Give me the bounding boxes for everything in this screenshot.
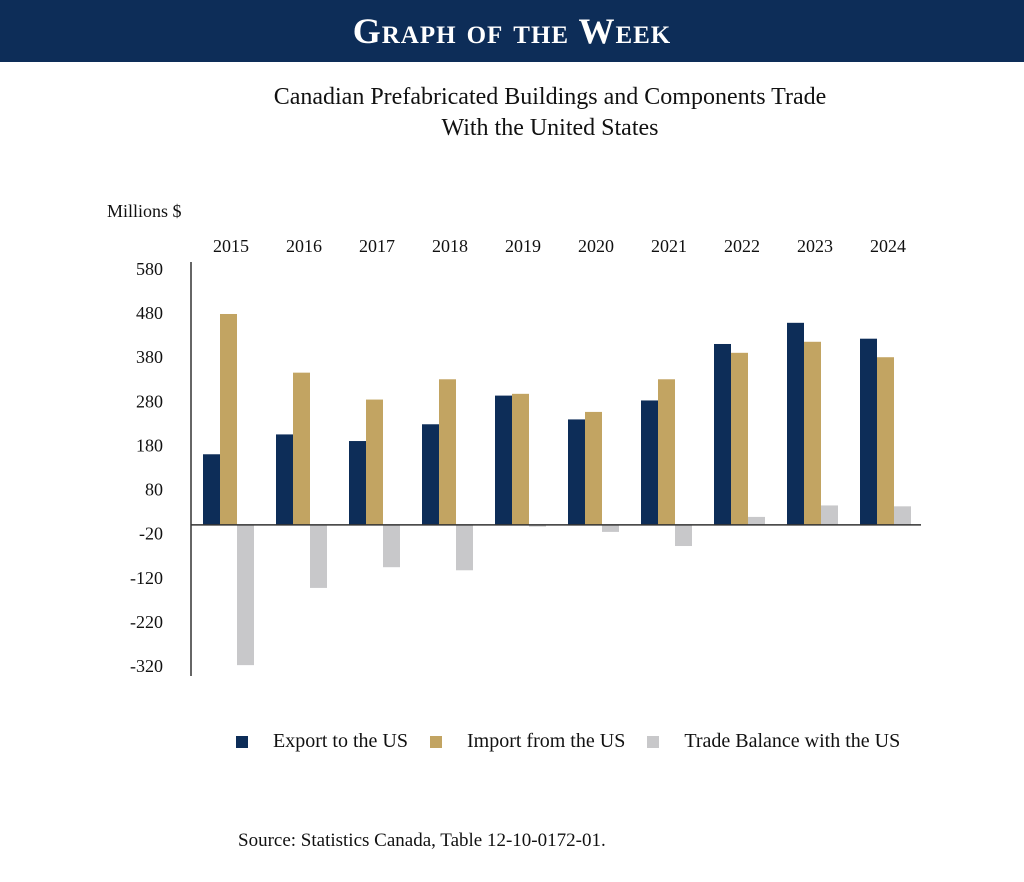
chart-title-line-1: Canadian Prefabricated Buildings and Com…	[273, 84, 827, 110]
bar-export-to-the-us-2015	[203, 454, 220, 525]
y-tick-label: 280	[136, 391, 163, 411]
bar-trade-balance-with-the-us-2015	[237, 524, 254, 666]
bar-export-to-the-us-2017	[349, 441, 366, 525]
bar-export-to-the-us-2023	[787, 322, 804, 525]
source-note: Source: Statistics Canada, Table 12-10-0…	[238, 830, 606, 851]
bar-import-from-the-us-2023	[804, 341, 821, 525]
x-tick-label: 2017	[359, 236, 395, 256]
bar-import-from-the-us-2020	[585, 411, 602, 525]
y-tick-label: 80	[145, 480, 163, 500]
bar-import-from-the-us-2019	[512, 393, 529, 525]
y-tick-label: 580	[136, 259, 163, 279]
legend-item-balance: Trade Balance with the US	[647, 730, 900, 753]
bar-trade-balance-with-the-us-2019	[529, 524, 546, 527]
bar-trade-balance-with-the-us-2024	[894, 506, 911, 525]
banner: Graph of the Week	[0, 0, 1024, 62]
y-tick-label: 380	[136, 347, 163, 367]
y-tick-label: 480	[136, 303, 163, 323]
bar-export-to-the-us-2019	[495, 395, 512, 525]
bar-import-from-the-us-2022	[731, 352, 748, 525]
bar-import-from-the-us-2016	[293, 372, 310, 525]
legend-label-balance: Trade Balance with the US	[684, 730, 901, 752]
bar-import-from-the-us-2021	[658, 379, 675, 525]
bar-export-to-the-us-2022	[714, 343, 731, 525]
chart-title: Canadian Prefabricated Buildings and Com…	[0, 82, 1024, 144]
bar-import-from-the-us-2015	[220, 313, 237, 525]
bar-export-to-the-us-2020	[568, 419, 585, 525]
bar-import-from-the-us-2024	[877, 357, 894, 525]
legend-item-export: Export to the US	[236, 730, 408, 753]
y-tick-label: -320	[130, 656, 163, 676]
legend: Export to the US Import from the US Trad…	[236, 730, 922, 753]
x-tick-label: 2022	[724, 236, 760, 256]
bar-import-from-the-us-2018	[439, 379, 456, 525]
x-tick-label: 2024	[870, 236, 906, 256]
bar-import-from-the-us-2017	[366, 399, 383, 525]
legend-swatch-import	[430, 735, 442, 748]
x-tick-label: 2020	[578, 236, 614, 256]
y-tick-label: 180	[136, 435, 163, 455]
y-axis-label: Millions $	[107, 201, 182, 221]
bar-export-to-the-us-2016	[276, 434, 293, 525]
legend-label-import: Import from the US	[467, 730, 626, 752]
bar-export-to-the-us-2024	[860, 338, 877, 525]
chart-title-line-2: With the United States	[441, 115, 659, 141]
x-tick-label: 2023	[797, 236, 833, 256]
bar-trade-balance-with-the-us-2023	[821, 505, 838, 525]
y-tick-label: -220	[130, 612, 163, 632]
legend-label-export: Export to the US	[273, 730, 408, 752]
bar-chart: Millions $ 580 480 380 280 180 80 -20 -120 -220 -3…	[107, 201, 921, 676]
x-tick-label: 2016	[286, 236, 322, 256]
bar-export-to-the-us-2021	[641, 400, 658, 525]
bar-export-to-the-us-2018	[422, 424, 439, 525]
bar-trade-balance-with-the-us-2021	[675, 524, 692, 547]
x-tick-label: 2019	[505, 236, 541, 256]
bar-trade-balance-with-the-us-2018	[456, 524, 473, 571]
legend-item-import: Import from the US	[430, 730, 625, 753]
x-tick-label: 2015	[213, 236, 249, 256]
x-tick-label: 2018	[432, 236, 468, 256]
y-tick-label: -120	[130, 568, 163, 588]
bar-trade-balance-with-the-us-2022	[748, 516, 765, 525]
banner-title: Graph of the Week	[352, 11, 672, 51]
legend-swatch-balance	[647, 735, 660, 748]
bar-trade-balance-with-the-us-2017	[383, 524, 400, 568]
bar-trade-balance-with-the-us-2016	[310, 524, 327, 588]
x-tick-label: 2021	[651, 236, 687, 256]
legend-swatch-export	[236, 735, 248, 748]
y-tick-label: -20	[139, 524, 163, 544]
bar-trade-balance-with-the-us-2020	[602, 524, 619, 532]
